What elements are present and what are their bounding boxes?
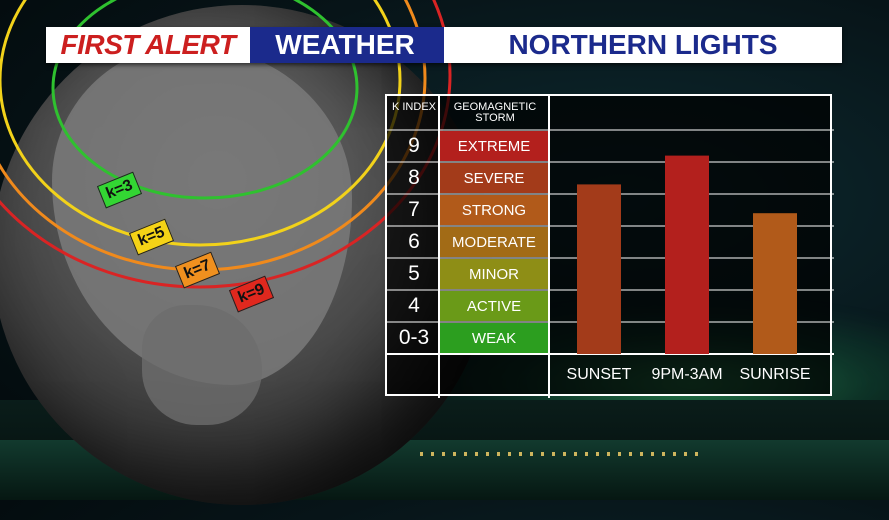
storm-level-label: MINOR [440, 259, 548, 289]
ring-k5 [0, 0, 402, 247]
weather-label: WEATHER [250, 27, 440, 63]
town-lights [420, 452, 700, 456]
header-k-index: K INDEX [391, 101, 436, 113]
header-geomagnetic-storm: GEOMAGNETIC STORM [453, 101, 537, 124]
chart-grid [387, 96, 834, 398]
kindex-row: 7 STRONG [387, 194, 834, 226]
storm-level-label: WEAK [440, 323, 548, 353]
storm-level-label: ACTIVE [440, 291, 548, 321]
bar-9pm-3am [665, 155, 709, 354]
kindex-value: 4 [408, 294, 420, 317]
storm-level-label: STRONG [440, 195, 548, 225]
first-alert-label: FIRST ALERT [46, 27, 250, 63]
kindex-value: 8 [408, 166, 420, 189]
kindex-row: 9 EXTREME [387, 130, 834, 162]
x-label-sunrise: SUNRISE [739, 366, 811, 383]
kindex-row: 5 MINOR [387, 258, 834, 290]
storm-level-label: EXTREME [440, 131, 548, 161]
storm-level-label: MODERATE [440, 227, 548, 257]
ring-k9 [0, 0, 452, 289]
kindex-value: 5 [408, 262, 420, 285]
x-label-sunset: SUNSET [566, 366, 632, 383]
central-america-landmass [142, 305, 262, 425]
x-label-9pm-3am: 9PM-3AM [651, 366, 723, 383]
page-title: NORTHERN LIGHTS [440, 27, 842, 63]
ring-k3 [51, 0, 359, 200]
kindex-value: 9 [408, 134, 420, 157]
bar-sunset [577, 184, 621, 354]
kindex-row: 6 MODERATE [387, 226, 834, 258]
bar-sunrise [753, 213, 797, 354]
kindex-value: 0-3 [398, 326, 430, 349]
kindex-row: 8 SEVERE [387, 162, 834, 194]
title-banner: FIRST ALERT WEATHER NORTHERN LIGHTS [46, 27, 842, 63]
kindex-row: 4 ACTIVE [387, 290, 834, 322]
storm-level-label: SEVERE [440, 163, 548, 193]
kindex-value: 7 [408, 198, 420, 221]
kindex-value: 6 [408, 230, 420, 253]
kindex-row: 0-3 WEAK [387, 322, 834, 354]
kindex-chart-panel: K INDEX GEOMAGNETIC STORM 9 EXTREME 8 SEVER… [385, 94, 834, 398]
